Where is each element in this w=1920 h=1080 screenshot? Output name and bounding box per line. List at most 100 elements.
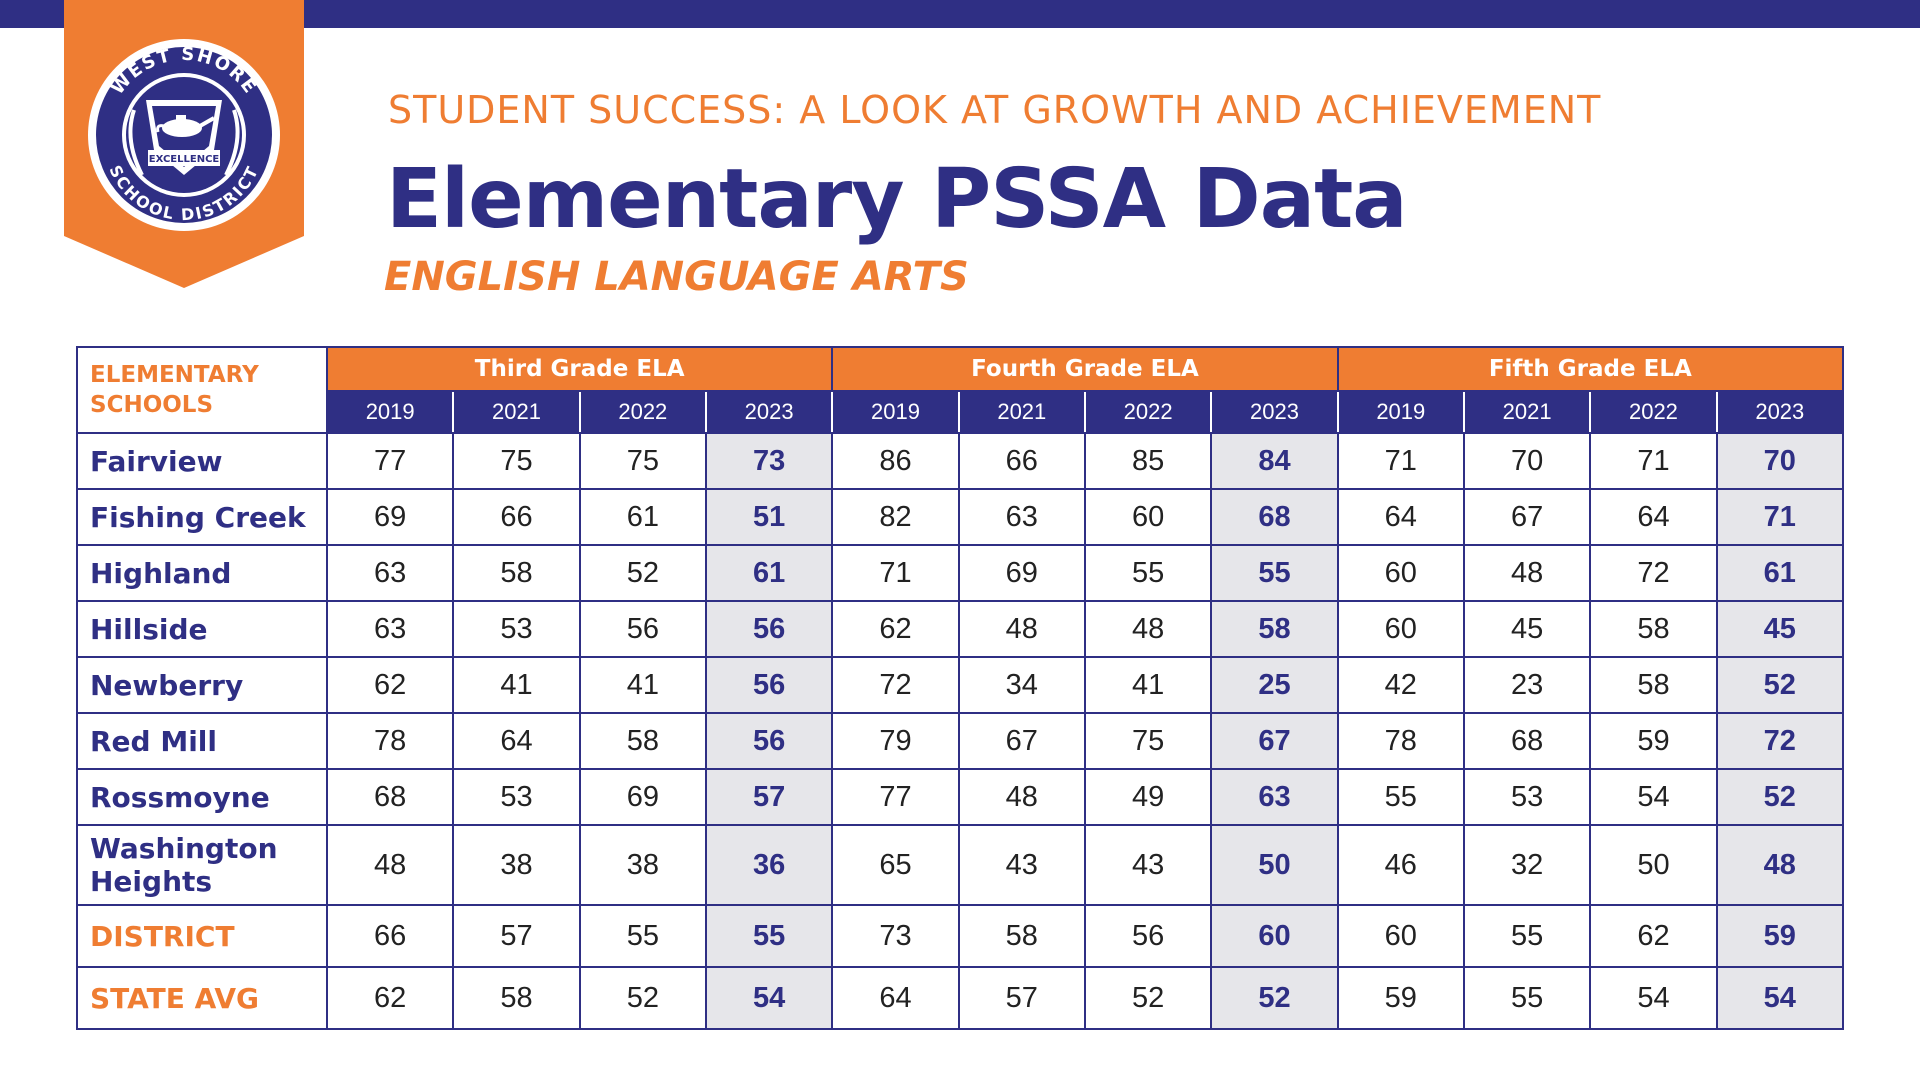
score-cell: 69	[325, 488, 455, 546]
score-cell-2023: 52	[1210, 966, 1339, 1030]
table-row: Rossmoyne 68 53 69 57 77 48 49 63 55 53 54 52	[76, 768, 1845, 826]
score-cell: 41	[1083, 656, 1213, 714]
score-cell: 62	[325, 966, 455, 1030]
score-cell: 75	[578, 432, 707, 490]
score-cell: 77	[325, 432, 455, 490]
score-cell-2023: 72	[1715, 712, 1845, 770]
score-cell: 62	[1589, 904, 1718, 968]
score-cell: 58	[452, 966, 581, 1030]
table-row: Highland 63 58 52 61 71 69 55 55 60 48 72 61	[76, 544, 1845, 602]
score-cell-2023: 25	[1210, 656, 1339, 714]
school-name: Newberry	[76, 656, 328, 714]
score-cell-2023: 36	[704, 824, 834, 906]
year-header: 2022	[578, 390, 707, 434]
score-cell: 66	[957, 432, 1086, 490]
score-cell: 86	[831, 432, 960, 490]
score-cell: 41	[452, 656, 581, 714]
year-header: 2021	[452, 390, 581, 434]
score-cell-2023: 54	[704, 966, 834, 1030]
score-cell-2023: 50	[1210, 824, 1339, 906]
score-cell-2023: 67	[1210, 712, 1339, 770]
score-cell: 56	[1083, 904, 1213, 968]
table-row: Red Mill 78 64 58 56 79 67 75 67 78 68 59 72	[76, 712, 1845, 770]
score-cell: 77	[831, 768, 960, 826]
school-name: Highland	[76, 544, 328, 602]
year-header: 2022	[1083, 390, 1213, 434]
score-cell: 62	[325, 656, 455, 714]
school-name: Rossmoyne	[76, 768, 328, 826]
score-cell: 60	[1336, 904, 1465, 968]
score-cell-2023: 51	[704, 488, 834, 546]
score-cell-2023: 48	[1715, 824, 1845, 906]
score-cell: 38	[578, 824, 707, 906]
score-cell: 64	[831, 966, 960, 1030]
score-cell: 52	[578, 966, 707, 1030]
score-cell: 56	[578, 600, 707, 658]
corner-label-line1: ELEMENTARY	[90, 362, 259, 388]
score-cell: 41	[578, 656, 707, 714]
score-cell: 55	[1462, 904, 1592, 968]
score-cell: 60	[1336, 600, 1465, 658]
score-cell: 72	[1589, 544, 1718, 602]
top-accent-bar	[0, 0, 1920, 28]
page-title: Elementary PSSA Data	[386, 152, 1408, 247]
score-cell: 50	[1589, 824, 1718, 906]
score-cell: 55	[1083, 544, 1213, 602]
score-cell-2023: 52	[1715, 768, 1845, 826]
score-cell: 71	[1336, 432, 1465, 490]
score-cell: 53	[1462, 768, 1592, 826]
summary-row-label: DISTRICT	[76, 904, 328, 968]
score-cell-2023: 45	[1715, 600, 1845, 658]
score-cell: 71	[831, 544, 960, 602]
table-row: Newberry 62 41 41 56 72 34 41 25 42 23 58 52	[76, 656, 1845, 714]
corner-header: ELEMENTARY SCHOOLS	[76, 346, 328, 434]
score-cell-2023: 58	[1210, 600, 1339, 658]
group-header-fifth-grade: Fifth Grade ELA	[1336, 346, 1845, 392]
score-cell: 82	[831, 488, 960, 546]
district-logo-banner: EXCELLENCE WEST SHORE SCHOOL DISTRICT	[64, 0, 304, 288]
score-cell-2023: 56	[704, 656, 834, 714]
year-header: 2021	[1462, 390, 1592, 434]
school-name: Fishing Creek	[76, 488, 328, 546]
score-cell-2023: 55	[704, 904, 834, 968]
score-cell: 62	[831, 600, 960, 658]
score-cell: 48	[325, 824, 455, 906]
score-cell: 34	[957, 656, 1086, 714]
score-cell: 32	[1462, 824, 1592, 906]
score-cell: 59	[1336, 966, 1465, 1030]
year-header: 2019	[1336, 390, 1465, 434]
table-row: STATE AVG 62 58 52 54 64 57 52 52 59 55 54 54	[76, 966, 1845, 1030]
score-cell: 55	[1462, 966, 1592, 1030]
table-body: Fairview 77 75 75 73 86 66 85 84 71 70 71 70 Fishing …	[76, 432, 1845, 1030]
year-header: 2022	[1589, 390, 1718, 434]
group-header-fourth-grade: Fourth Grade ELA	[831, 346, 1339, 392]
score-cell-2023: 61	[704, 544, 834, 602]
score-cell-2023: 71	[1715, 488, 1845, 546]
score-cell: 43	[1083, 824, 1213, 906]
score-cell: 48	[957, 768, 1086, 826]
score-cell-2023: 55	[1210, 544, 1339, 602]
school-name-line1: Washington	[90, 832, 278, 865]
score-cell: 42	[1336, 656, 1465, 714]
score-cell: 64	[452, 712, 581, 770]
score-cell-2023: 59	[1715, 904, 1845, 968]
score-cell-2023: 57	[704, 768, 834, 826]
page-subtitle: STUDENT SUCCESS: A LOOK AT GROWTH AND AC…	[388, 88, 1602, 132]
score-cell-2023: 54	[1715, 966, 1845, 1030]
score-cell: 73	[831, 904, 960, 968]
score-cell-2023: 84	[1210, 432, 1339, 490]
school-name: Red Mill	[76, 712, 328, 770]
score-cell-2023: 56	[704, 712, 834, 770]
score-cell: 75	[452, 432, 581, 490]
score-cell: 78	[1336, 712, 1465, 770]
score-cell: 65	[831, 824, 960, 906]
year-header: 2023	[1715, 390, 1845, 434]
year-header-row: 2019 2021 2022 2023 2019 2021 2022 2023 2019 2021…	[77, 390, 1845, 434]
score-cell: 53	[452, 768, 581, 826]
score-cell-2023: 60	[1210, 904, 1339, 968]
table-row: Hillside 63 53 56 56 62 48 48 58 60 45 58 45	[76, 600, 1845, 658]
year-header: 2021	[957, 390, 1086, 434]
score-cell: 55	[1336, 768, 1465, 826]
table-row: Fairview 77 75 75 73 86 66 85 84 71 70 71 70	[76, 432, 1845, 490]
table-row: DISTRICT 66 57 55 55 73 58 56 60 60 55 62 59	[76, 904, 1845, 968]
